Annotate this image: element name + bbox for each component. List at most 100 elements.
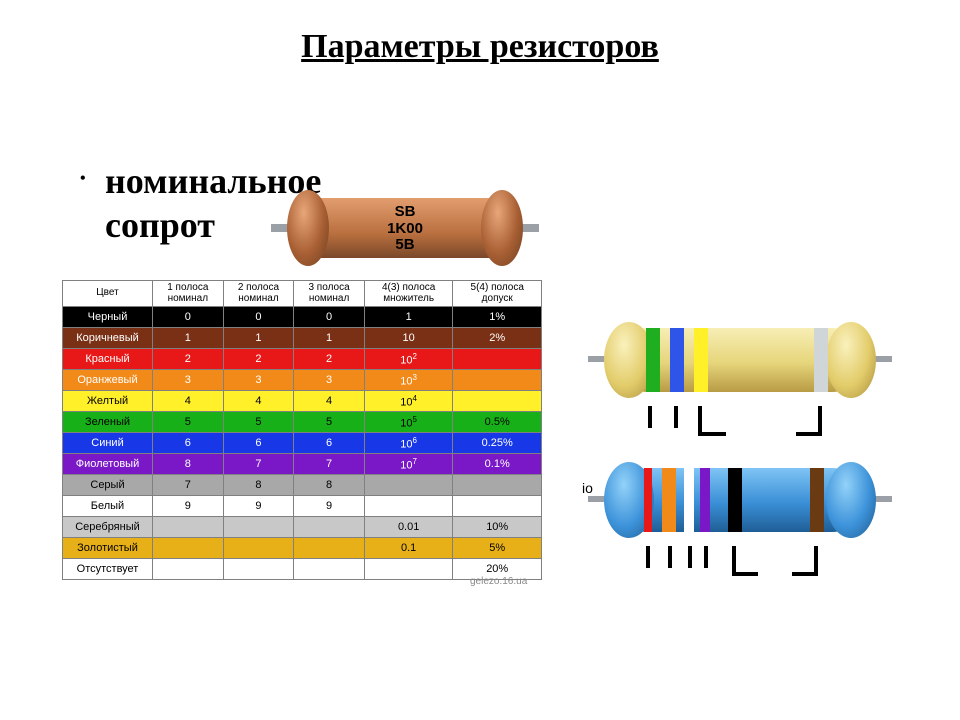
resistor-band [670, 328, 684, 392]
table-cell: 10% [453, 517, 542, 538]
table-row: Желтый444104 [63, 391, 542, 412]
table-cell: 3 [223, 370, 294, 391]
table-cell: 106 [364, 433, 453, 454]
resistor-diagram-1 [600, 320, 880, 400]
table-cell: 7 [223, 454, 294, 475]
table-cell: 7 [294, 454, 365, 475]
table-cell: Черный [63, 307, 153, 328]
resistor-band [700, 468, 710, 532]
table-header: 5(4) полосадопуск [453, 281, 542, 307]
table-cell: 9 [153, 496, 224, 517]
table-cell: Серый [63, 475, 153, 496]
table-cell: 0.1% [453, 454, 542, 475]
resistor-marking: SB 1K00 5B [305, 198, 505, 254]
table-row: Белый999 [63, 496, 542, 517]
table-cell: 107 [364, 454, 453, 475]
table-cell: Коричневый [63, 328, 153, 349]
table-row: Серебряный0.0110% [63, 517, 542, 538]
bullet-dot-icon: • [80, 170, 86, 188]
table-cell [453, 370, 542, 391]
table-cell: 6 [223, 433, 294, 454]
table-cell: 3 [153, 370, 224, 391]
table-row: Зеленый5551050.5% [63, 412, 542, 433]
table-cell: 5 [294, 412, 365, 433]
table-cell: Синий [63, 433, 153, 454]
table-cell: 1 [364, 307, 453, 328]
table-cell: 8 [223, 475, 294, 496]
table-header: 2 полосаноминал [223, 281, 294, 307]
table-cell [153, 538, 224, 559]
table-cell [453, 349, 542, 370]
table-cell: 9 [223, 496, 294, 517]
resistor-lead [521, 224, 539, 232]
table-cell: 6 [153, 433, 224, 454]
table-cell: 105 [364, 412, 453, 433]
table-cell: 1% [453, 307, 542, 328]
table-cell: 2 [223, 349, 294, 370]
table-cell: Желтый [63, 391, 153, 412]
table-cell: Фиолетовый [63, 454, 153, 475]
resistor-band [728, 468, 742, 532]
table-cell: 0.25% [453, 433, 542, 454]
table-cell: 3 [294, 370, 365, 391]
table-cell [294, 538, 365, 559]
table-header: 3 полосаноминал [294, 281, 365, 307]
table-header: Цвет [63, 281, 153, 307]
table-row: Золотистый 0.15% [63, 538, 542, 559]
table-cell: 0 [223, 307, 294, 328]
page-title: Параметры резисторов [0, 0, 960, 66]
table-cell [453, 475, 542, 496]
table-cell: Золотистый [63, 538, 153, 559]
table-cell: 10 [364, 328, 453, 349]
table-cell: 0 [294, 307, 365, 328]
table-cell [364, 496, 453, 517]
table-cell [223, 517, 294, 538]
table-cell: 102 [364, 349, 453, 370]
table-cell: 0.5% [453, 412, 542, 433]
table-cell: 2 [294, 349, 365, 370]
table-cell: 5% [453, 538, 542, 559]
table-cell: 5 [223, 412, 294, 433]
table-cell [364, 559, 453, 580]
table-cell: 5 [153, 412, 224, 433]
table-row: Фиолетовый8771070.1% [63, 454, 542, 475]
table-cell [223, 538, 294, 559]
table-cell [364, 475, 453, 496]
top-resistor-diagram: SB 1K00 5B [275, 188, 535, 268]
resistor-band [814, 328, 828, 392]
table-cell: 2 [153, 349, 224, 370]
table-row: Оранжевый333103 [63, 370, 542, 391]
table-cell [223, 559, 294, 580]
table-cell: 8 [294, 475, 365, 496]
table-cell: Красный [63, 349, 153, 370]
resistor-diagram-2 [600, 460, 880, 540]
table-cell: 103 [364, 370, 453, 391]
table-cell [153, 517, 224, 538]
table-cell [453, 391, 542, 412]
table-cell: Отсутствует [63, 559, 153, 580]
table-cell: 0 [153, 307, 224, 328]
resistor-band [684, 468, 694, 532]
table-cell: 104 [364, 391, 453, 412]
table-cell: 1 [223, 328, 294, 349]
table-cell: Серебряный [63, 517, 153, 538]
table-cell [294, 517, 365, 538]
table-row: Красный222102 [63, 349, 542, 370]
resistor-band [644, 468, 652, 532]
table-cell: 8 [153, 454, 224, 475]
table-row: Коричневый111102% [63, 328, 542, 349]
table-cell: 4 [153, 391, 224, 412]
table-cell: Оранжевый [63, 370, 153, 391]
resistor-band [694, 328, 708, 392]
table-cell [294, 559, 365, 580]
table-cell: 6 [294, 433, 365, 454]
table-cell: 0.1 [364, 538, 453, 559]
color-code-table: Цвет1 полосаноминал2 полосаноминал3 поло… [62, 280, 542, 580]
table-cell: 1 [294, 328, 365, 349]
table-cell [153, 559, 224, 580]
table-cell [453, 496, 542, 517]
table-cell: 1 [153, 328, 224, 349]
io-label: io [582, 480, 593, 496]
table-cell: 9 [294, 496, 365, 517]
resistor-band [646, 328, 660, 392]
